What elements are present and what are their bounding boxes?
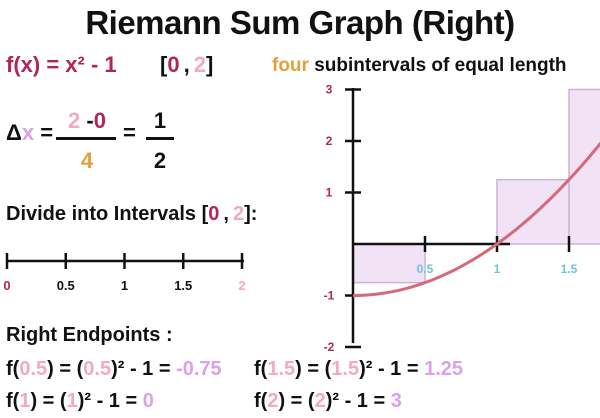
page-title: Riemann Sum Graph (Right) — [85, 4, 515, 41]
endpoint-f: f( — [6, 358, 20, 380]
delta-x-label: Δx = — [6, 120, 53, 146]
endpoint-value: -0.75 — [176, 358, 222, 380]
endpoint-tail: )² - 1 = — [325, 390, 386, 412]
number-line-tick-label: 0.5 — [57, 278, 75, 293]
endpoint-x: 1.5 — [267, 358, 296, 380]
endpoint-x-squared: 1 — [66, 390, 78, 412]
endpoint-value: 0 — [142, 390, 154, 412]
axis-ticks: 0.511.52321-1-2 — [324, 83, 578, 355]
delta-equals-2: = — [123, 120, 136, 145]
numerator-a: 0 — [93, 108, 106, 133]
delta-symbol: Δ — [6, 120, 22, 145]
y-axis-tick-label: -2 — [324, 340, 335, 354]
interval-b: 2 — [193, 52, 206, 77]
endpoint-row: f(2) = (2)² - 1 = 3 — [254, 390, 402, 413]
divide-text: Divide into Intervals — [6, 203, 197, 225]
numerator-b: 2 — [68, 108, 81, 133]
endpoint-row: f(0.5) = (0.5)² - 1 = -0.75 — [6, 358, 222, 381]
endpoint-x: 1 — [19, 390, 31, 412]
y-axis-tick-label: 1 — [326, 186, 333, 200]
divide-close: ]: — [244, 203, 258, 225]
interval-a: 0 — [167, 52, 180, 77]
number-line-tick-label: 0 — [3, 278, 10, 293]
y-axis-tick-label: 3 — [326, 83, 333, 97]
right-endpoints-heading: Right Endpoints : — [6, 324, 173, 346]
endpoint-tail: )² - 1 = — [111, 358, 171, 380]
x-axis-tick-label: 1 — [494, 262, 501, 276]
function-curve — [352, 141, 600, 297]
endpoint-x: 0.5 — [19, 358, 48, 380]
delta-result-bar — [146, 137, 174, 140]
endpoint-f: f( — [6, 390, 20, 412]
endpoint-f: f( — [254, 390, 268, 412]
number-line-tick-label: 2 — [238, 278, 245, 293]
endpoint-value: 3 — [390, 390, 402, 412]
interval-open: [ — [160, 52, 168, 77]
endpoint-row: f(1) = (1)² - 1 = 0 — [6, 390, 154, 413]
divide-heading: Divide into Intervals [0, 2]: — [6, 203, 257, 226]
y-axis-tick-label: -1 — [324, 289, 335, 303]
delta-denominator: 4 — [80, 148, 94, 173]
function-definition: f(x) = x² - 1 — [6, 52, 117, 77]
endpoint-row: f(1.5) = (1.5)² - 1 = 1.25 — [254, 358, 463, 381]
endpoint-mid: ) = ( — [295, 358, 332, 380]
endpoint-x: 2 — [267, 390, 279, 412]
delta-fraction-bar — [56, 137, 116, 140]
endpoint-x-squared: 2 — [314, 390, 326, 412]
endpoint-x-squared: 0.5 — [83, 358, 112, 380]
x-axis-tick-label: 1.5 — [561, 262, 578, 276]
interval: [0, 2] — [160, 52, 213, 78]
subintervals-caption: four subintervals of equal length — [272, 55, 567, 77]
endpoint-tail: )² - 1 = — [77, 390, 138, 412]
endpoint-tail: )² - 1 = — [359, 358, 419, 380]
number-line-tick-label: 1.5 — [174, 278, 192, 293]
endpoint-x-squared: 1.5 — [331, 358, 360, 380]
delta-x-var: x — [21, 120, 35, 145]
divide-b: 2 — [232, 203, 245, 225]
numerator-minus: - — [86, 108, 94, 133]
y-axis-tick-label: 2 — [326, 134, 333, 148]
divide-open: [ — [201, 203, 209, 225]
subinterval-count: four — [272, 55, 309, 76]
delta-result-numerator: 1 — [153, 108, 167, 133]
delta-result-denominator: 2 — [153, 148, 167, 173]
endpoint-f: f( — [254, 358, 268, 380]
interval-close: ] — [205, 52, 214, 77]
riemann-rectangle — [568, 88, 600, 245]
number-line-tick-label: 1 — [121, 278, 128, 293]
endpoint-mid: ) = ( — [30, 390, 67, 412]
x-axis-tick-label: 0.5 — [417, 262, 434, 276]
delta-numerator: 2 -0 — [60, 108, 114, 134]
endpoint-mid: ) = ( — [278, 390, 315, 412]
interval-sep: , — [183, 52, 190, 77]
delta-equals: = — [40, 120, 54, 145]
riemann-rectangle — [352, 243, 426, 284]
endpoint-value: 1.25 — [424, 358, 464, 380]
endpoint-mid: ) = ( — [47, 358, 84, 380]
subintervals-text: subintervals of equal length — [314, 55, 567, 76]
divide-sep: , — [223, 203, 229, 225]
divide-a: 0 — [208, 203, 220, 225]
